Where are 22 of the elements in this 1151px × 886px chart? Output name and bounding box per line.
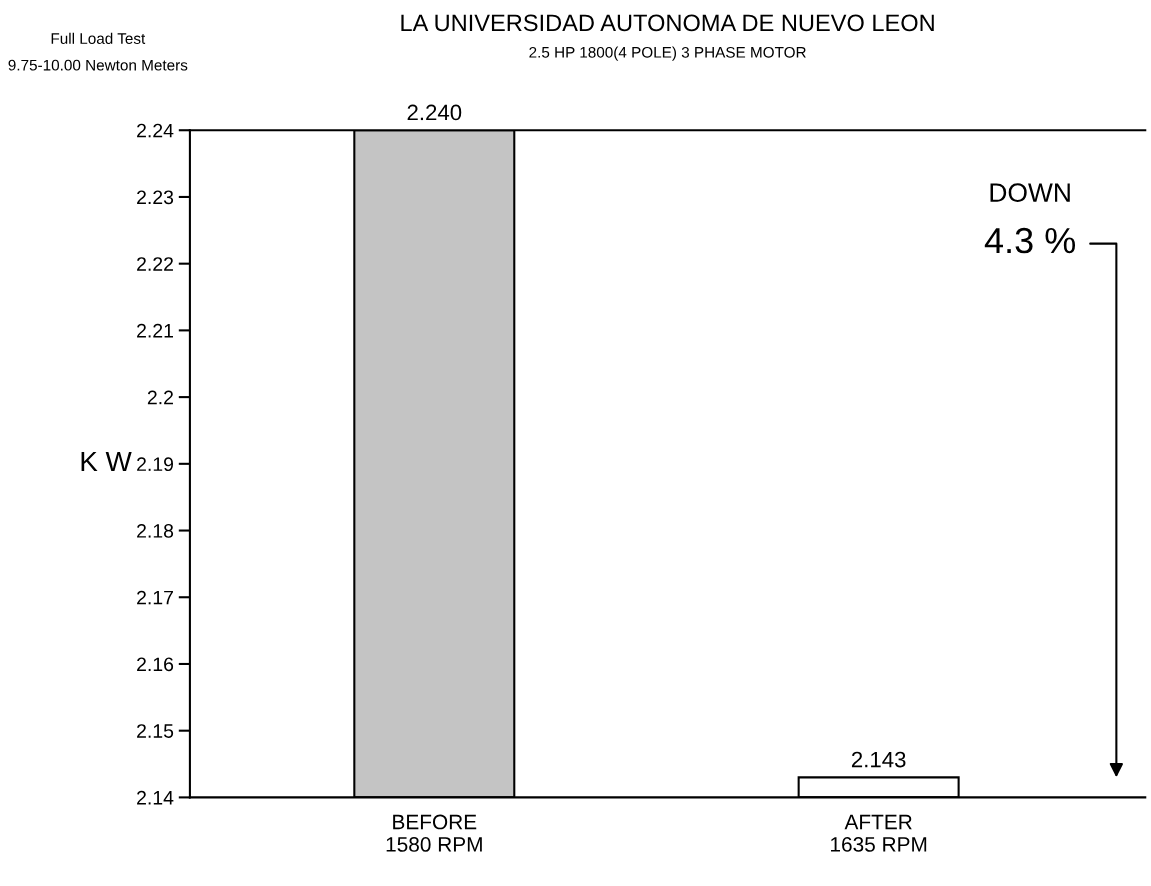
y-tick-label: 2.24 [137, 123, 174, 138]
y-tick-label: 2.22 [137, 257, 173, 271]
annotation: 4.3 % [984, 227, 1076, 254]
chart-subtitle: 2.5 HP 1800(4 POLE) 3 PHASE MOTOR [529, 46, 806, 61]
y-axis-title: K W [81, 451, 132, 471]
y-tick-label: 2.23 [137, 190, 174, 205]
y-tick-label: 2.18 [137, 524, 174, 538]
data-label: 2.240 [407, 104, 462, 121]
text: 9.75-10.00 Newton Meters [8, 59, 188, 71]
text: Full Load Test [51, 32, 146, 44]
y-tick-label: 2.2 [147, 390, 173, 405]
y-tick-label: 2.21 [137, 323, 173, 338]
annotation: DOWN [990, 183, 1070, 202]
y-tick-label: 2.15 [137, 724, 174, 738]
chart-title: LA UNIVERSIDAD AUTONOMA DE NUEVO LEON [401, 14, 934, 32]
x-tick-label: AFTER 1635 RPM [831, 814, 927, 852]
data-label: 2.143 [851, 751, 906, 768]
y-tick-label: 2.19 [137, 457, 174, 472]
x-tick-label: BEFORE 1580 RPM [386, 814, 482, 852]
y-tick-label: 2.14 [137, 790, 174, 805]
y-tick-label: 2.16 [137, 657, 174, 672]
y-tick-label: 2.17 [137, 590, 173, 605]
